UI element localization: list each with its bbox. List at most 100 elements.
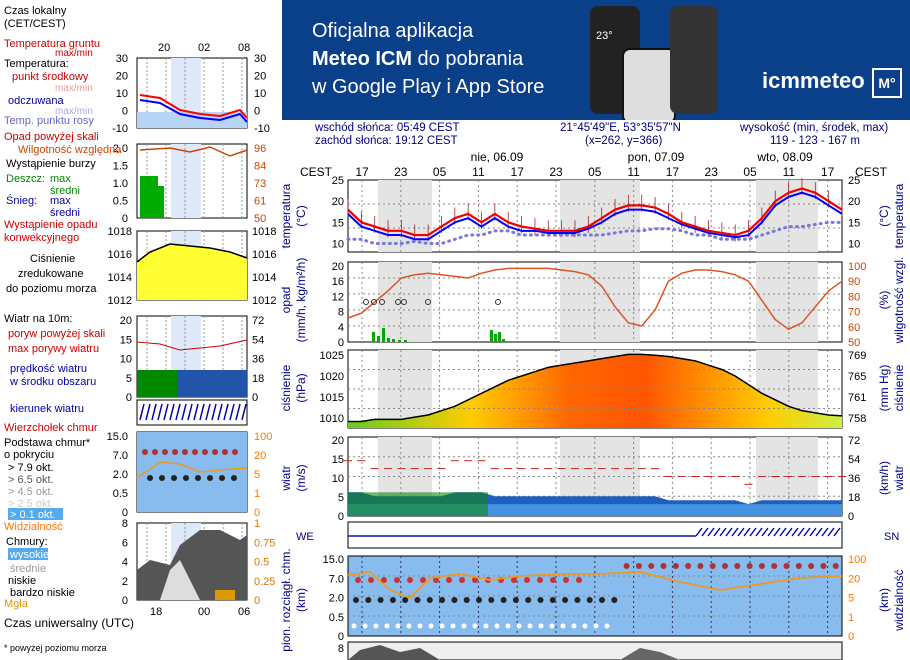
visibility-line [347,571,843,600]
promo-banner[interactable]: Oficjalna aplikacja Meteo ICM do pobrani… [282,0,910,120]
temp-axis-unit-r: (°C) [877,205,891,226]
temp-rtick: 25 [848,175,860,187]
mini-cl-rtick: 1 [254,518,260,530]
day-label: pon, 07.09 [628,150,685,164]
mini-dir-arrow [223,403,229,421]
mini-temp-rtick: -10 [254,123,270,135]
wind-dir-arrow [719,527,727,537]
wind-tick: 10 [332,473,344,485]
cloud-base-dot [611,597,618,603]
mini-cb-dot-dark [159,475,165,481]
cloud-low-dot [417,623,423,629]
cloud-base-dot [709,563,716,569]
cloud-base-dot [512,597,519,603]
wind-dir-arrow [779,527,787,537]
precip-panel-night [560,262,640,342]
mini-dir-arrow [241,403,247,421]
cloud-base-dot [832,563,839,569]
mini-cb-dot [192,449,198,455]
cloud-low-dot [395,623,401,629]
mini-wind-rtick: 18 [252,373,264,385]
mini-cl-tick: 0 [122,595,128,607]
mini-cb-dot [182,449,188,455]
dir-axis-label: WE [296,531,314,543]
mini-pres-rtick: 1018 [252,226,276,238]
mini-cb-dot-dark [231,475,237,481]
banner-line-3: w Google Play i App Store [312,76,545,98]
temp-axis-unit: (°C) [294,205,308,226]
storm-marker [395,299,401,305]
cloud-low-dot [362,623,368,629]
wind-dir-arrow [833,527,841,537]
wind-speed-conv [348,492,488,516]
rh-rtick: 100 [848,261,866,273]
cloud-base-dot [574,597,581,603]
storm-marker [495,299,501,305]
temp-maxmin-label: max/min [55,83,93,94]
mini-temp-rtick: 10 [254,88,266,100]
cloud-top-dot [368,577,374,583]
banner-line-2-rest: do pobrania [412,48,524,70]
mini-precip-tick: 0 [122,213,128,225]
cloud-top-dot [563,577,569,583]
pres-tick: 1020 [320,371,344,383]
storm-marker [425,299,431,305]
mini-wind-tick: 20 [120,315,132,327]
grid-point-text: (x=262, y=366) [585,135,663,147]
cloud-top-dot [394,577,400,583]
wind-kmh-rtick: 0 [848,511,854,523]
mini-cb-rtick: 0 [254,507,260,519]
cloud-base-dot [389,597,396,603]
mini-wind-rtick: 72 [252,315,264,327]
cloud-low-dot [516,623,522,629]
rh-axis-label: wilgotność wzgl. [892,257,906,345]
cloud-base-dot [623,563,630,569]
okt65-label: > 6.5 okt. [8,474,54,486]
cloud-top-dot [420,577,426,583]
cloud-base-tick: 0 [338,631,344,643]
rain-bar [502,339,505,342]
mini-cl-tick: 2 [122,576,128,588]
cloud-low-dot [560,623,566,629]
wind-axis-label-r: wiatr [892,465,906,491]
cloud-base-dot [660,563,667,569]
hour-tick: 17 [821,165,835,179]
cb-axis-unit: (km) [294,588,308,612]
pres-mmhg-rtick: 761 [848,392,866,404]
cloud-low-dot [406,623,412,629]
mini-precip-rtick: 84 [254,161,266,173]
rain-bar [382,328,385,342]
precip-panel-night [756,262,818,342]
cloud-low-dot [450,623,456,629]
wind-dir-arrow [803,527,811,537]
cloud-top-dot [407,577,413,583]
verylow-label: bardzo niskie [10,587,75,599]
mini-temp-rtick: 30 [254,53,266,65]
precip-axis-unit: (mm/h, kg/m²/h) [294,258,308,343]
hour-tick: 17 [511,165,525,179]
wind-dir-arrow [737,527,745,537]
cloud-base-dot [635,563,642,569]
pressure-fill [348,354,842,428]
snow-max-label: max [50,195,71,207]
precip-tick: 0 [338,337,344,349]
mini-cb-rtick: 100 [254,431,272,443]
hour-tick: 11 [627,165,640,179]
mini-precip-tick: 2.0 [113,143,128,155]
wind-dir-arrow [701,527,709,537]
wind-dir-arrow [773,527,781,537]
low-label: niskie [8,575,36,587]
wind-axis-label: wiatr [279,465,293,491]
pres-mmhg-rtick: 758 [848,413,866,425]
temp-tick: 20 [332,196,344,208]
mini-pres-rtick: 1016 [252,249,276,261]
rain-bar [377,336,380,342]
wind-tick: 5 [338,492,344,504]
wind-dir-arrow [785,527,793,537]
banner-app-name: Meteo ICM [312,48,412,70]
local-time-tick: 02 [198,42,210,54]
mini-precip-tick: 1.0 [113,178,128,190]
utc-tick: 00 [198,606,210,618]
mini-vis-line [136,461,248,479]
